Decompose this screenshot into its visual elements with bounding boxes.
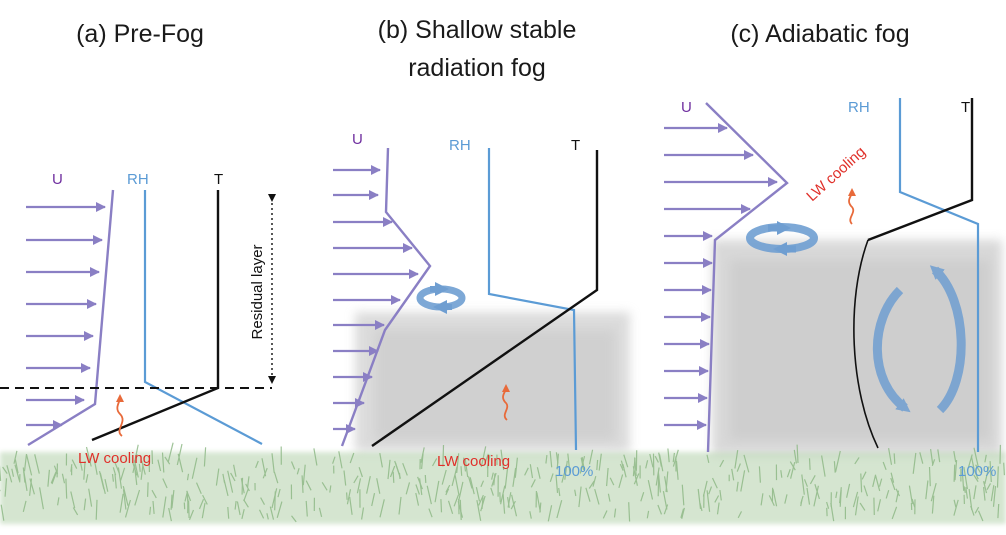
residual-layer-label: Residual layer (249, 244, 266, 339)
panel-b-cooling-label: LW cooling (437, 453, 510, 470)
panel-b: U RH T LW cooling 100% (333, 131, 599, 480)
panel-b-rh-label: RH (449, 137, 471, 154)
panel-a-wind-arrows (26, 202, 106, 430)
panel-a-rh-label: RH (127, 171, 149, 188)
panel-a-title: (a) Pre-Fog (76, 20, 204, 48)
panel-c-top-eddy (746, 221, 818, 256)
panel-c-u-label: U (681, 99, 692, 116)
panel-b-t-profile (371, 150, 599, 447)
panel-a: U RH T Residual layer LW cooling (0, 171, 276, 467)
panel-a-rh-profile (143, 190, 263, 445)
panel-b-wind-arrows (333, 165, 419, 434)
panel-b-rh-profile (487, 148, 578, 451)
panel-b-cooling-arrow (501, 384, 510, 421)
grass-ground (0, 442, 1006, 524)
panel-c-convective-cell (872, 265, 966, 414)
panel-c-cooling-arrow (847, 188, 856, 225)
panel-a-t-label: T (214, 171, 223, 188)
panel-a-cooling-arrow (115, 394, 124, 437)
fog-panel-b (355, 312, 630, 452)
panel-c-cooling-label: LW cooling (803, 143, 869, 205)
panel-c-rh-profile (898, 98, 980, 452)
panel-c-wind-arrows (664, 123, 778, 430)
panel-c-rh-label: RH (848, 99, 870, 116)
panel-a-u-label: U (52, 171, 63, 188)
panel-b-t-label: T (571, 137, 580, 154)
panel-a-u-profile (27, 189, 115, 447)
panel-c-t-fog-profile (853, 239, 879, 449)
panel-b-rh-value: 100% (555, 463, 593, 480)
panel-b-title-line2: radiation fog (408, 54, 546, 82)
panel-c-t-label: T (961, 99, 970, 116)
panel-a-cooling-label: LW cooling (78, 450, 151, 467)
panel-b-title-line1: (b) Shallow stable (378, 16, 577, 44)
fog-panel-c (712, 240, 1002, 455)
panel-c-u-profile (705, 102, 789, 453)
panel-b-u-label: U (352, 131, 363, 148)
panel-b-eddy (416, 282, 466, 314)
panel-b-u-profile (340, 147, 432, 447)
panel-c-t-profile (867, 98, 974, 242)
panel-c-title: (c) Adiabatic fog (730, 20, 909, 48)
panel-c-rh-value: 100% (958, 463, 996, 480)
